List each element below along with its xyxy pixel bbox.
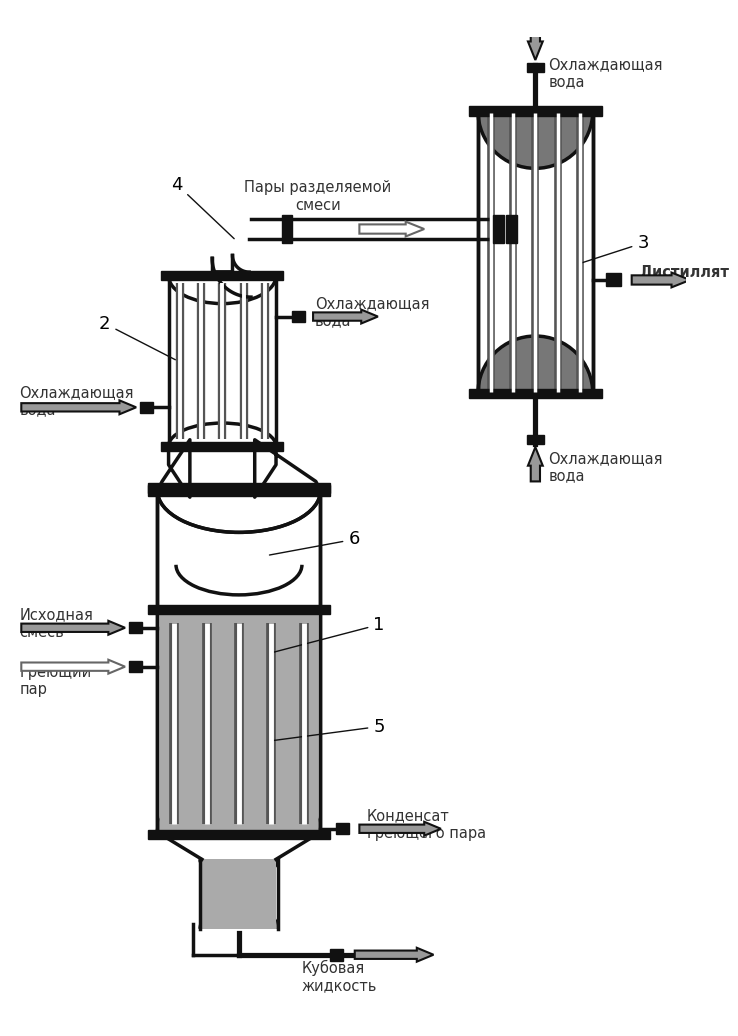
- Bar: [283, 214, 292, 243]
- FancyArrow shape: [528, 448, 542, 482]
- Text: 4: 4: [171, 176, 234, 238]
- Bar: [161, 441, 283, 451]
- Text: Охлаждающая
вода: Охлаждающая вода: [548, 57, 663, 89]
- Bar: [493, 214, 504, 243]
- Text: Исходная
смесь: Исходная смесь: [19, 607, 93, 640]
- Bar: [128, 661, 142, 672]
- Bar: [606, 274, 621, 286]
- Text: 1: 1: [274, 615, 384, 652]
- Text: Пары разделяемой
смеси: Пары разделяемой смеси: [244, 180, 391, 212]
- Text: 6: 6: [269, 530, 359, 555]
- Bar: [292, 311, 305, 322]
- Bar: [148, 483, 330, 492]
- Bar: [148, 485, 330, 496]
- FancyArrow shape: [359, 822, 441, 836]
- Bar: [527, 435, 544, 444]
- Bar: [469, 107, 602, 116]
- Bar: [148, 605, 330, 614]
- FancyArrow shape: [359, 222, 424, 236]
- Bar: [469, 388, 602, 398]
- FancyArrow shape: [355, 948, 433, 961]
- Bar: [506, 214, 517, 243]
- Wedge shape: [159, 751, 320, 832]
- Text: Греющий
пар: Греющий пар: [19, 665, 92, 697]
- Text: Конденсат
греющего пара: Конденсат греющего пара: [367, 808, 486, 841]
- Text: 5: 5: [274, 718, 384, 741]
- Text: Кубовая
жидкость: Кубовая жидкость: [302, 959, 377, 992]
- Wedge shape: [478, 336, 593, 394]
- Text: Дистиллят: Дистиллят: [639, 265, 729, 280]
- Wedge shape: [201, 891, 277, 929]
- Bar: [202, 859, 276, 929]
- Text: Охлаждающая
вода: Охлаждающая вода: [19, 385, 134, 418]
- FancyArrow shape: [21, 621, 125, 635]
- Wedge shape: [478, 111, 593, 169]
- Text: 2: 2: [99, 315, 176, 359]
- Text: Охлаждающая
вода: Охлаждающая вода: [315, 296, 430, 328]
- Bar: [161, 271, 283, 281]
- Bar: [160, 608, 317, 832]
- Bar: [140, 402, 153, 413]
- Bar: [337, 824, 349, 834]
- Bar: [527, 63, 544, 73]
- Text: 3: 3: [582, 234, 649, 263]
- FancyArrow shape: [21, 400, 136, 414]
- FancyArrow shape: [21, 660, 125, 673]
- FancyArrow shape: [313, 310, 378, 323]
- Bar: [128, 623, 142, 633]
- Bar: [330, 949, 342, 960]
- FancyArrow shape: [528, 28, 542, 60]
- Bar: [148, 830, 330, 839]
- FancyArrow shape: [632, 272, 690, 287]
- Text: Охлаждающая
вода: Охлаждающая вода: [548, 451, 663, 483]
